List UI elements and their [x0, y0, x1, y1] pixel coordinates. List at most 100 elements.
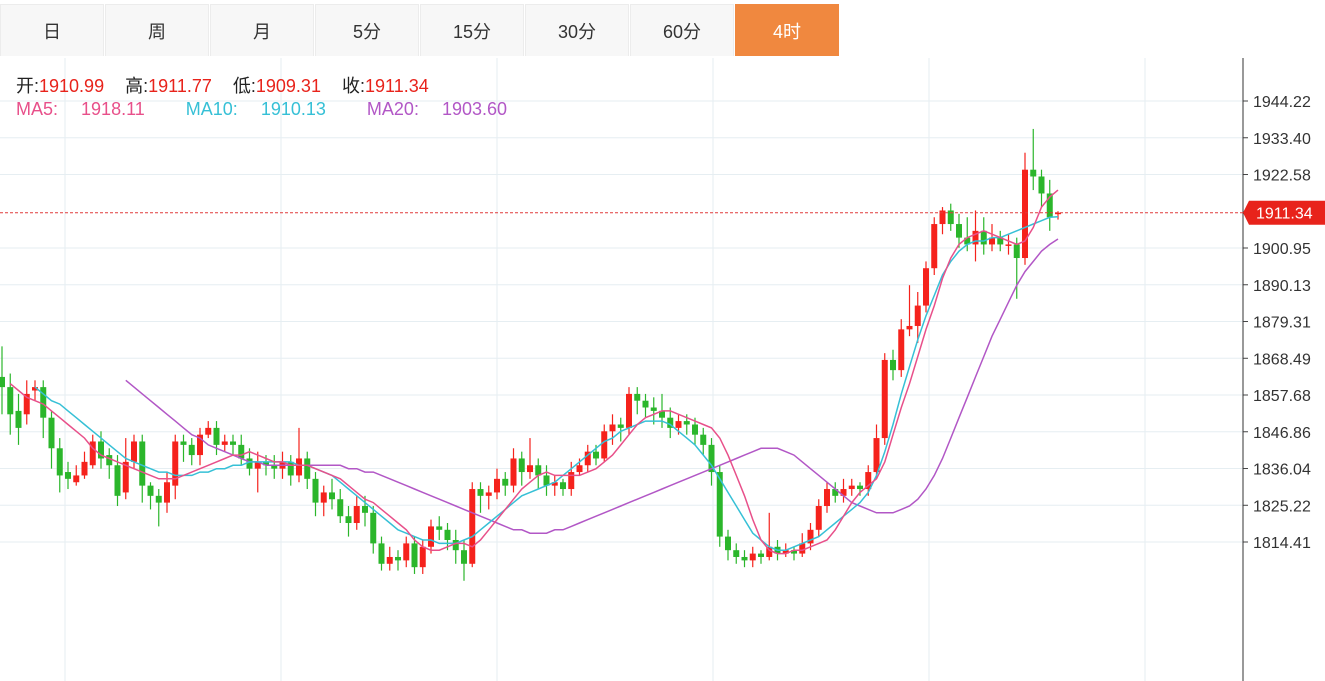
candle-body[interactable] [840, 489, 847, 496]
candle-body[interactable] [494, 478, 500, 493]
candle-body[interactable] [989, 237, 995, 245]
candle-body[interactable] [106, 455, 113, 466]
candle-body[interactable] [7, 387, 14, 415]
candle-body[interactable] [89, 441, 96, 466]
candle-body[interactable] [650, 407, 657, 411]
tab-5min[interactable]: 5分 [315, 4, 419, 56]
candle-body[interactable] [881, 359, 888, 439]
candle-body[interactable] [461, 550, 467, 564]
candle-body[interactable] [65, 472, 71, 479]
candle-body[interactable] [337, 499, 344, 517]
candle-body[interactable] [848, 485, 855, 490]
candle-body[interactable] [56, 448, 63, 476]
tab-day[interactable]: 日 [0, 4, 104, 56]
candle-body[interactable] [122, 461, 129, 493]
candle-body[interactable] [411, 543, 418, 568]
candle-body[interactable] [914, 305, 921, 326]
candle-body[interactable] [403, 543, 410, 561]
candle-body[interactable] [675, 421, 682, 428]
candle-body[interactable] [807, 529, 814, 544]
candle-body[interactable] [964, 237, 971, 245]
candle-body[interactable] [551, 482, 558, 486]
candle-body[interactable] [584, 451, 591, 466]
tab-week[interactable]: 周 [105, 4, 209, 56]
candle-body[interactable] [205, 427, 212, 435]
candle-body[interactable] [246, 458, 253, 469]
candle-body[interactable] [362, 506, 368, 513]
candle-body[interactable] [667, 417, 674, 428]
tab-15min[interactable]: 15分 [420, 4, 524, 56]
candle-body[interactable] [254, 461, 261, 469]
candle-body[interactable] [263, 461, 269, 466]
candle-body[interactable] [81, 461, 88, 476]
candle-body[interactable] [568, 472, 575, 490]
candle-body[interactable] [1030, 169, 1037, 177]
candle-body[interactable] [386, 556, 393, 564]
candle-body[interactable] [609, 424, 616, 432]
candle-body[interactable] [890, 359, 896, 371]
candle-body[interactable] [221, 441, 228, 445]
tab-month[interactable]: 月 [210, 4, 314, 56]
candle-body[interactable] [865, 472, 872, 490]
candle-body[interactable] [188, 444, 195, 456]
candle-body[interactable] [898, 329, 905, 371]
candle-body[interactable] [48, 417, 55, 449]
candle-body[interactable] [131, 441, 137, 462]
candle-body[interactable] [180, 441, 187, 445]
candle-body[interactable] [238, 444, 245, 459]
candle-body[interactable] [1046, 193, 1053, 218]
tab-30min[interactable]: 30分 [525, 4, 629, 56]
candle-body[interactable] [296, 458, 302, 476]
candle-body[interactable] [345, 516, 352, 524]
candle-body[interactable] [444, 529, 451, 540]
candle-body[interactable] [782, 550, 789, 554]
candle-body[interactable] [923, 268, 929, 306]
candle-body[interactable] [543, 475, 550, 486]
candle-body[interactable] [1022, 169, 1028, 259]
candle-body[interactable] [15, 410, 22, 428]
candle-body[interactable] [692, 424, 698, 435]
candle-body[interactable] [1005, 244, 1012, 246]
candle-body[interactable] [535, 465, 542, 476]
candle-body[interactable] [213, 427, 220, 445]
candle-body[interactable] [230, 441, 236, 445]
candle-body[interactable] [1013, 244, 1020, 259]
candle-body[interactable] [617, 424, 624, 428]
candle-body[interactable] [527, 465, 533, 473]
candle-body[interactable] [312, 478, 319, 503]
candle-body[interactable] [477, 489, 484, 496]
candle-body[interactable] [370, 512, 377, 544]
candle-body[interactable] [749, 553, 756, 561]
candle-body[interactable] [1055, 212, 1061, 215]
candle-body[interactable] [700, 434, 707, 445]
candle-body[interactable] [452, 539, 459, 551]
candle-body[interactable] [626, 393, 632, 428]
candle-body[interactable] [197, 434, 203, 456]
candle-body[interactable] [824, 489, 830, 507]
candle-body[interactable] [683, 421, 690, 425]
candle-body[interactable] [593, 451, 599, 459]
candle-body[interactable] [708, 444, 715, 473]
candle-body[interactable] [155, 495, 162, 503]
candle-body[interactable] [485, 492, 492, 496]
candlestick-chart[interactable]: 1944.22 1933.40 1922.58 1900.95 1890.13 1879.… [0, 58, 1325, 681]
candle-body[interactable] [634, 393, 641, 401]
candle-body[interactable] [73, 475, 80, 483]
candle-body[interactable] [873, 438, 880, 473]
candle-body[interactable] [172, 441, 179, 486]
candle-body[interactable] [758, 553, 764, 557]
candle-body[interactable] [741, 556, 748, 561]
candle-body[interactable] [997, 237, 1004, 245]
candle-body[interactable] [23, 393, 30, 415]
candle-body[interactable] [725, 536, 731, 551]
candle-body[interactable] [939, 210, 946, 225]
candle-body[interactable] [304, 458, 311, 479]
candle-body[interactable] [956, 224, 962, 238]
candle-body[interactable] [733, 550, 740, 557]
candle-body[interactable] [931, 224, 938, 269]
candle-body[interactable] [576, 465, 583, 473]
candle-body[interactable] [947, 210, 954, 225]
candle-body[interactable] [815, 506, 822, 530]
candle-body[interactable] [378, 543, 385, 564]
candle-body[interactable] [353, 506, 360, 524]
